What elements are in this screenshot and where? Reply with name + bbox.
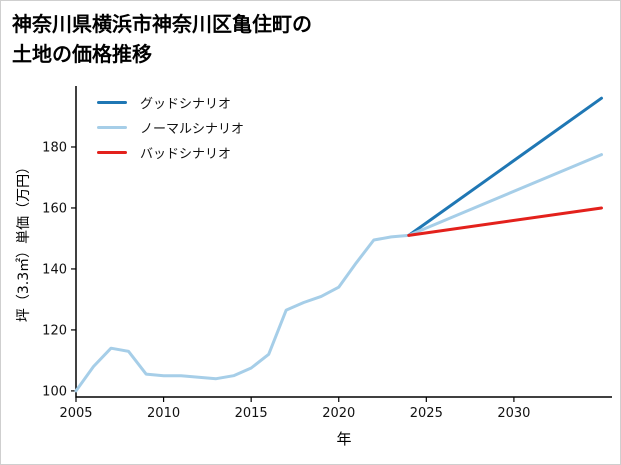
series-line-good-scenario [407, 96, 603, 237]
x-tick-label: 2020 [322, 406, 355, 421]
y-tick-label: 120 [42, 323, 67, 338]
legend-label-normal: ノーマルシナリオ [140, 121, 245, 137]
series-line-normal-scenario [407, 153, 603, 237]
legend-line-normal-icon [97, 125, 127, 129]
legend-item-normal-scenario: ノーマルシナリオ [97, 119, 245, 137]
legend-item-good-scenario: グッドシナリオ [97, 94, 244, 112]
x-tick-label: 2025 [410, 406, 443, 421]
y-tick-label: 160 [42, 201, 67, 216]
y-axis-title: 坪（3.3㎡）単価（万円） [16, 159, 32, 323]
chart-title-line2: 土地の価格推移 [12, 42, 152, 66]
legend-label-good: グッドシナリオ [140, 96, 232, 112]
legend-line-good-icon [97, 100, 127, 104]
y-tick-label: 140 [42, 262, 67, 277]
x-tick-label: 2005 [59, 406, 92, 421]
x-tick-label: 2030 [497, 406, 530, 421]
legend-label-bad: バッドシナリオ [140, 146, 232, 162]
x-tick-label: 2010 [147, 406, 180, 421]
y-tick-label: 180 [42, 140, 67, 155]
y-tick-label: 100 [42, 384, 67, 399]
x-tick-label: 2015 [235, 406, 268, 421]
x-axis-title: 年 [336, 430, 352, 448]
chart-title: 神奈川県横浜市神奈川区亀住町の 土地の価格推移 [12, 9, 312, 69]
series-line-historical-price [74, 233, 411, 393]
legend-item-bad-scenario: バッドシナリオ [97, 144, 244, 162]
series-line-bad-scenario [407, 206, 603, 237]
legend-line-bad-icon [97, 150, 127, 154]
chart-title-line1: 神奈川県横浜市神奈川区亀住町の [12, 12, 312, 36]
legend: グッドシナリオ ノーマルシナリオ バッドシナリオ [97, 94, 244, 169]
